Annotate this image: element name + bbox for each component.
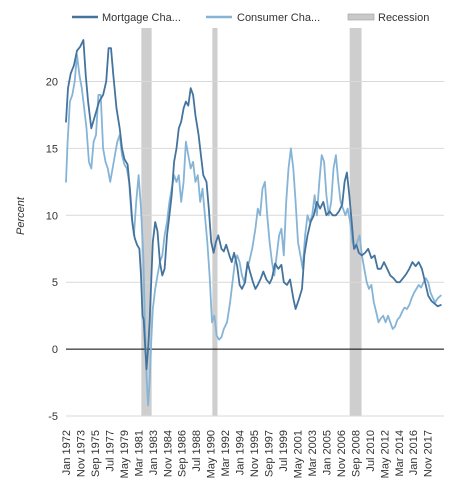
recession-band bbox=[141, 28, 152, 416]
x-tick-label: Nov 1995 bbox=[249, 430, 261, 477]
x-tick-label: Mar 1992 bbox=[220, 430, 232, 476]
y-tick-label: 5 bbox=[52, 277, 58, 289]
x-tick-label: Sep 1997 bbox=[264, 430, 276, 477]
y-tick-label: 20 bbox=[46, 77, 58, 89]
x-tick-label: Jan 2005 bbox=[321, 430, 333, 475]
x-tick-label: Jul 1977 bbox=[104, 430, 116, 472]
recession-band bbox=[349, 28, 362, 416]
y-tick-label: 15 bbox=[46, 143, 58, 155]
recession-bands bbox=[141, 28, 362, 416]
x-tick-label: May 1990 bbox=[206, 430, 218, 478]
y-tick-label: 10 bbox=[46, 210, 58, 222]
legend-item[interactable]: Consumer Cha... bbox=[206, 12, 320, 24]
legend-label: Mortgage Cha... bbox=[102, 12, 181, 24]
x-tick-label: Nov 1984 bbox=[162, 430, 174, 477]
y-tick-labels: -5 0 5 10 15 20 bbox=[46, 77, 58, 423]
recession-band bbox=[212, 28, 218, 416]
x-tick-label: Jan 1994 bbox=[235, 430, 247, 475]
x-tick-label: Mar 2014 bbox=[394, 430, 406, 476]
x-tick-label: May 2001 bbox=[292, 430, 304, 478]
x-tick-label: Mar 2003 bbox=[307, 430, 319, 476]
x-tick-label: Jul 1999 bbox=[278, 430, 290, 472]
y-tick-label: 0 bbox=[52, 344, 58, 356]
x-tick-label: May 2012 bbox=[379, 430, 391, 478]
x-tick-label: Sep 1975 bbox=[90, 430, 102, 477]
y-tick-label: -5 bbox=[48, 411, 58, 423]
x-tick-label: Jan 1983 bbox=[148, 430, 160, 475]
series-lines bbox=[65, 39, 442, 407]
legend-item[interactable]: Mortgage Cha... bbox=[72, 12, 181, 24]
legend-item[interactable]: Recession bbox=[347, 12, 429, 24]
x-tick-label: Jan 1972 bbox=[61, 430, 73, 475]
legend-label: Recession bbox=[378, 12, 429, 24]
x-tick-label: May 1979 bbox=[119, 430, 131, 478]
x-tick-label: Sep 2008 bbox=[350, 430, 362, 477]
gridlines bbox=[66, 81, 444, 417]
x-tick-label: Jan 2016 bbox=[408, 430, 420, 475]
series-line bbox=[65, 39, 442, 371]
y-axis-label: Percent bbox=[15, 196, 27, 235]
x-tick-label: Jul 1988 bbox=[191, 430, 203, 472]
legend-label: Consumer Cha... bbox=[237, 12, 320, 24]
legend[interactable]: Mortgage Cha... Consumer Cha... Recession bbox=[72, 12, 429, 24]
x-tick-label: Nov 2017 bbox=[423, 430, 435, 477]
x-tick-label: Nov 2006 bbox=[336, 430, 348, 477]
x-tick-label: Sep 1986 bbox=[177, 430, 189, 477]
x-tick-label: Mar 1981 bbox=[133, 430, 145, 476]
x-tick-label: Jul 2010 bbox=[365, 430, 377, 472]
x-tick-label: Nov 1973 bbox=[75, 430, 87, 477]
x-tick-labels: Jan 1972 Nov 1973 Sep 1975 Jul 1977 May 1979… bbox=[61, 430, 435, 478]
legend-swatch bbox=[347, 13, 375, 21]
